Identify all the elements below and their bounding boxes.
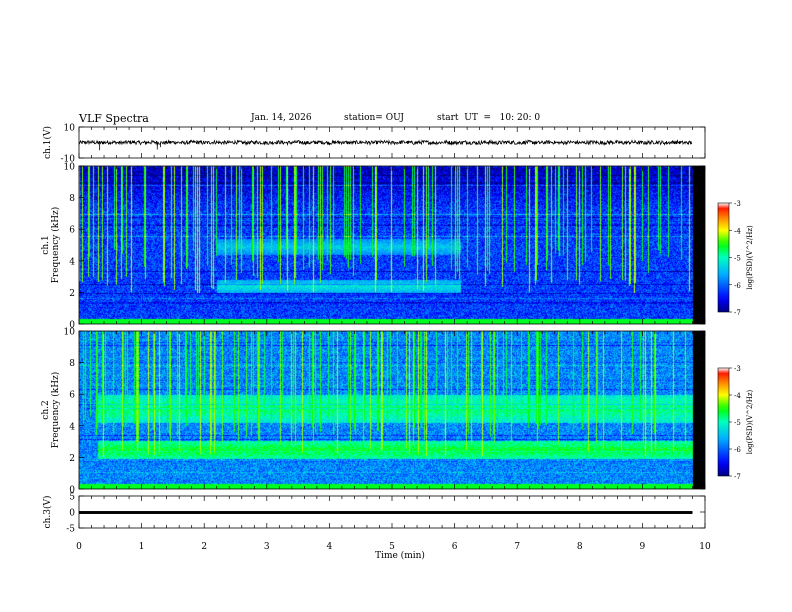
spec2-ytick-label: 8 <box>69 359 75 369</box>
spec2-ylabel-frequency: Frequency (kHz) <box>50 372 61 449</box>
cb2-tick-label: -7 <box>734 473 741 481</box>
spec1-ytick-label: 6 <box>69 226 75 236</box>
xtick-label: 4 <box>327 542 333 552</box>
ch3-ytick-label: -5 <box>66 525 75 535</box>
cb2-tick-label: -5 <box>734 419 741 427</box>
ch3-ytick-label: 0 <box>69 509 75 519</box>
ch3-ylabel: ch.3(V) <box>42 496 53 529</box>
ch2-colorbar: -3 -4 -5 -6 -7 log(PSD)(V^2/Hz) <box>717 365 754 481</box>
ch1-ytick-label: 10 <box>64 124 76 134</box>
xtick-label: 3 <box>264 542 270 552</box>
cb2-tick-label: -3 <box>734 365 741 373</box>
cb1-tick-label: -7 <box>734 309 741 317</box>
ch3-trace <box>79 511 693 514</box>
plot-start-time: start UT = 10: 20: 0 <box>437 113 541 123</box>
plot-title: VLF Spectra <box>79 112 149 125</box>
spec1-ytick-label: 8 <box>69 194 75 204</box>
time-axis: 0 1 2 3 4 5 6 7 8 9 10 Time (min) <box>76 542 711 561</box>
cb1-tick-label: -3 <box>734 200 741 208</box>
spec2-ytick-label: 0 <box>69 486 75 496</box>
ch1-ylabel: ch.1(V) <box>42 126 53 159</box>
spec1-ytick-label: 4 <box>69 257 75 267</box>
plot-date: Jan. 14, 2026 <box>251 113 312 123</box>
xtick-label: 1 <box>139 542 145 552</box>
xtick-label: 9 <box>640 542 646 552</box>
cb1-gradient <box>717 202 730 313</box>
xtick-label: 10 <box>699 542 711 552</box>
spec2-ytick-label: 10 <box>64 328 76 338</box>
spec1-ytick-label: 10 <box>64 163 76 173</box>
ch1-spectrogram-panel: 0 2 4 6 8 10 ch.1 Frequency (kHz) <box>41 163 706 331</box>
ch1-colorbar: -3 -4 -5 -6 -7 log(PSD)(V^2/Hz) <box>717 200 754 317</box>
spec2-ytick-label: 2 <box>69 454 75 464</box>
xtick-label: 6 <box>452 542 458 552</box>
spec2-heatmap-image <box>79 331 705 489</box>
xaxis-label: Time (min) <box>375 550 425 561</box>
spec2-ylabel-channel: ch.2 <box>41 400 51 419</box>
xtick-label: 8 <box>577 542 583 552</box>
ch2-spectrogram-panel: 0 2 4 6 8 10 ch.2 Frequency (kHz) <box>41 328 706 496</box>
spec1-ytick-label: 0 <box>69 321 75 331</box>
ch3-ytick-label: 5 <box>69 493 75 503</box>
xtick-label: 7 <box>514 542 520 552</box>
xtick-label: 5 <box>389 542 395 552</box>
spec1-ylabel-channel: ch.1 <box>41 235 51 254</box>
ch1-ytick-label: -10 <box>61 155 76 165</box>
cb2-gradient <box>717 367 730 477</box>
cb2-label: log(PSD)(V^2/Hz) <box>746 389 754 454</box>
cb1-label: log(PSD)(V^2/Hz) <box>746 225 754 290</box>
xtick-label: 0 <box>76 542 82 552</box>
spec1-heatmap-image <box>79 166 705 324</box>
ch1-waveform-panel: 10 -10 ch.1(V) <box>42 124 706 165</box>
spec2-ytick-label: 6 <box>69 391 75 401</box>
spec2-ytick-label: 4 <box>69 422 75 432</box>
cb1-tick-label: -6 <box>734 282 741 290</box>
spec1-ytick-label: 2 <box>69 289 75 299</box>
xtick-label: 2 <box>201 542 207 552</box>
cb1-tick-label: -4 <box>734 227 741 235</box>
ch1-trace <box>78 139 693 147</box>
cb1-tick-label: -5 <box>734 255 741 263</box>
spec1-ylabel-frequency: Frequency (kHz) <box>50 207 61 284</box>
cb2-tick-label: -4 <box>734 392 741 400</box>
cb2-tick-label: -6 <box>734 446 741 454</box>
plot-station: station= OUJ <box>344 113 405 123</box>
ch3-waveform-panel: 5 0 -5 ch.3(V) <box>42 493 706 535</box>
